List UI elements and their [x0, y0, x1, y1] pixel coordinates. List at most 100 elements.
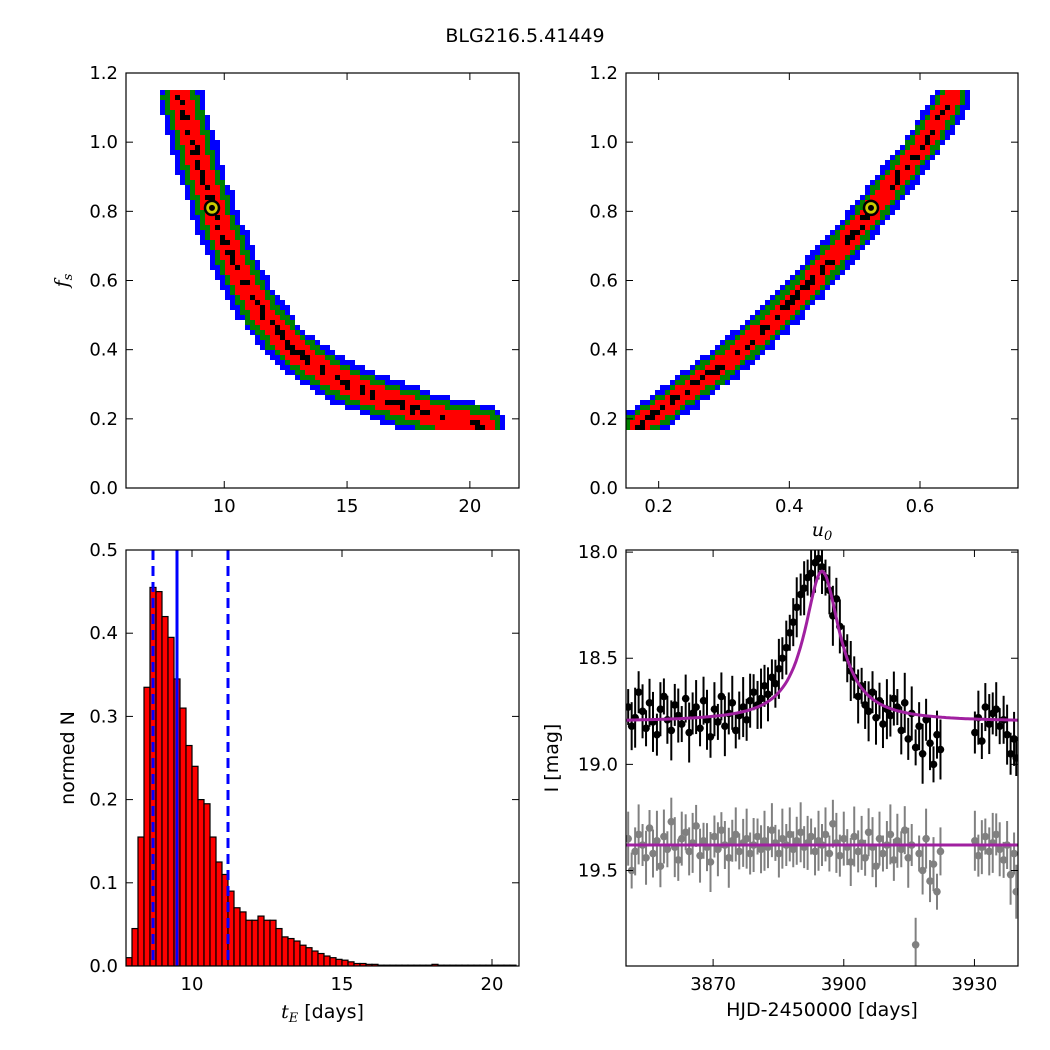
density-cell	[745, 320, 750, 325]
density-cell	[200, 235, 205, 240]
density-cell	[780, 300, 785, 305]
density-cell	[685, 405, 690, 410]
density-cell	[220, 230, 225, 235]
data-point	[922, 834, 930, 843]
data-point	[714, 718, 722, 726]
density-cell	[655, 425, 660, 430]
density-cell	[885, 160, 890, 165]
density-cell	[230, 205, 235, 210]
density-cell	[665, 405, 670, 410]
density-cell	[410, 405, 415, 410]
density-cell	[945, 125, 950, 130]
density-cell	[950, 90, 955, 95]
density-cell	[815, 290, 820, 295]
density-cell	[365, 370, 370, 375]
data-point	[764, 690, 772, 699]
density-cell	[790, 290, 795, 295]
density-cell	[700, 360, 705, 365]
density-cell	[240, 270, 245, 275]
density-cell	[235, 225, 240, 230]
density-cell	[335, 355, 340, 360]
density-cell	[860, 220, 865, 225]
density-cell	[330, 355, 335, 360]
density-cell	[815, 245, 820, 250]
density-cell	[285, 315, 290, 320]
density-cell	[725, 375, 730, 380]
density-cell	[230, 250, 235, 255]
density-cell	[250, 250, 255, 255]
density-cell	[845, 255, 850, 260]
data-point	[714, 845, 722, 854]
density-cell	[815, 285, 820, 290]
density-cell	[950, 125, 955, 130]
density-cell	[290, 370, 295, 375]
density-cell	[775, 310, 780, 315]
density-cell	[855, 245, 860, 250]
data-point	[760, 836, 769, 845]
density-cell	[460, 420, 465, 425]
density-cell	[225, 255, 230, 260]
data-point	[677, 720, 686, 728]
density-cell	[840, 265, 845, 270]
data-point	[981, 832, 990, 841]
y-tick-label: 0.3	[89, 706, 118, 727]
density-cell	[925, 155, 930, 160]
data-point	[868, 688, 877, 697]
histogram-bar	[203, 803, 211, 966]
density-cell	[225, 235, 230, 240]
density-cell	[335, 360, 340, 365]
density-cell	[740, 330, 745, 335]
data-point	[985, 720, 994, 728]
density-cell	[265, 305, 270, 310]
density-cell	[195, 95, 200, 100]
density-cell	[245, 265, 250, 270]
density-cell	[930, 145, 935, 150]
density-cell	[225, 205, 230, 210]
density-cell	[845, 235, 850, 240]
density-cell	[670, 395, 675, 400]
density-cell	[500, 420, 505, 425]
histogram-bar	[161, 615, 169, 966]
density-cell	[425, 420, 430, 425]
density-cell	[810, 285, 815, 290]
density-cell	[775, 315, 780, 320]
density-cell	[775, 305, 780, 310]
density-cell	[715, 365, 720, 370]
density-cell	[465, 425, 470, 430]
density-cell	[655, 400, 660, 405]
density-cell	[645, 425, 650, 430]
density-cell	[185, 125, 190, 130]
density-cell	[425, 415, 430, 420]
density-cell	[750, 355, 755, 360]
density-cell	[626, 415, 630, 420]
density-cell	[210, 145, 215, 150]
data-point	[699, 696, 708, 705]
density-cell	[920, 120, 925, 125]
density-cell	[420, 420, 425, 425]
density-cell	[750, 335, 755, 340]
density-cell	[885, 180, 890, 185]
data-point	[728, 699, 737, 707]
density-cell	[805, 305, 810, 310]
data-point	[656, 705, 665, 713]
density-cell	[355, 400, 360, 405]
density-cell	[330, 375, 335, 380]
density-cell	[265, 300, 270, 305]
density-cell	[950, 115, 955, 120]
data-point	[731, 830, 740, 839]
density-cell	[345, 405, 350, 410]
density-cell	[235, 240, 240, 245]
density-cell	[670, 405, 675, 410]
density-cell	[340, 385, 345, 390]
density-cell	[215, 190, 220, 195]
density-cell	[185, 195, 190, 200]
density-cell	[700, 375, 705, 380]
density-cell	[230, 280, 235, 285]
density-cell	[175, 90, 180, 95]
density-cell	[350, 395, 355, 400]
density-cell	[770, 310, 775, 315]
density-cell	[350, 370, 355, 375]
density-cell	[270, 300, 275, 305]
density-cell	[350, 360, 355, 365]
density-cell	[195, 120, 200, 125]
